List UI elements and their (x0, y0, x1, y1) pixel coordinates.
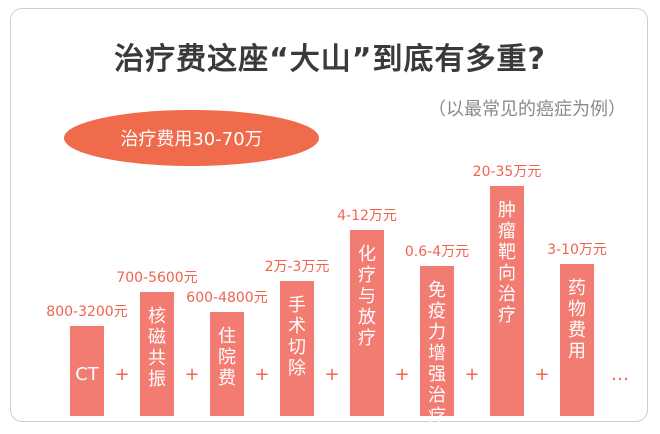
bar-6 (490, 186, 524, 416)
category-label-0: CT (75, 364, 100, 385)
page-title: 治疗费这座“大山”到底有多重? (114, 42, 546, 77)
bar-0 (70, 326, 104, 416)
cost-label-7: 3-10万元 (547, 242, 607, 258)
bar-5 (420, 266, 454, 416)
category-label-6: 肿瘤靶向治疗 (498, 200, 516, 326)
plus-sign-2: + (254, 364, 269, 385)
cost-label-6: 20-35万元 (473, 164, 542, 180)
bar-7 (560, 264, 594, 416)
bar-4 (350, 230, 384, 416)
plus-sign-5: + (464, 364, 479, 385)
bar-1 (140, 292, 174, 416)
cost-label-0: 800-3200元 (46, 304, 127, 320)
ellipsis: … (611, 364, 629, 385)
cost-label-3: 2万-3万元 (265, 259, 330, 275)
category-label-3: 手术切除 (288, 295, 306, 379)
cost-label-2: 600-4800元 (186, 290, 267, 306)
cost-label-4: 4-12万元 (337, 208, 397, 224)
category-label-1: 核磁共振 (148, 306, 166, 390)
total-cost-badge: 治疗费用30-70万 (64, 110, 319, 166)
plus-sign-6: + (534, 364, 549, 385)
plus-sign-1: + (184, 364, 199, 385)
total-cost-text: 治疗费用30-70万 (120, 129, 263, 150)
cost-label-1: 700-5600元 (116, 270, 197, 286)
plus-sign-0: + (114, 364, 129, 385)
category-label-7: 药物费用 (568, 278, 586, 362)
cost-label-5: 0.6-4万元 (405, 244, 469, 260)
bar-3 (280, 281, 314, 416)
category-label-4: 化疗与放疗 (358, 244, 376, 349)
category-label-2: 住院费 (218, 326, 236, 389)
category-label-5: 免疫力增强治疗 (428, 280, 446, 427)
bar-2 (210, 312, 244, 416)
plus-sign-4: + (394, 364, 409, 385)
infographic-frame (10, 8, 648, 422)
plus-sign-3: + (324, 364, 339, 385)
page-subtitle: （以最常见的癌症为例） (428, 99, 626, 120)
